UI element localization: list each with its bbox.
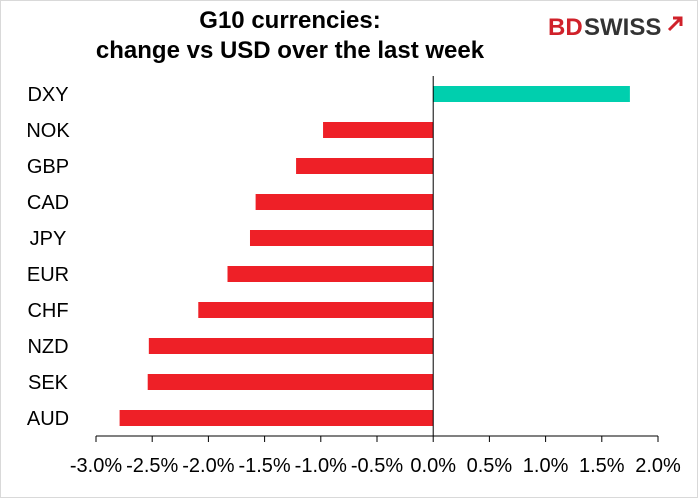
x-tick-label: 1.0% [523, 455, 569, 477]
bar-chf [198, 302, 434, 318]
x-tick-label: -2.5% [126, 455, 178, 477]
category-label-cad: CAD [27, 192, 69, 214]
chart-title-line-1: G10 currencies: [199, 7, 381, 34]
x-tick-label: -3.0% [70, 455, 122, 477]
logo-text-swiss: SWISS [584, 14, 661, 41]
chart-title: G10 currencies: change vs USD over the l… [40, 6, 540, 66]
bar-aud [119, 410, 434, 426]
category-label-nok: NOK [26, 120, 70, 142]
x-tick-label: -2.0% [182, 455, 234, 477]
category-label-aud: AUD [27, 408, 69, 430]
bar-sek [147, 374, 434, 390]
x-tick-label: -1.0% [295, 455, 347, 477]
bar-cad [255, 194, 434, 210]
bar-gbp [296, 158, 434, 174]
logo-arrow-icon [667, 16, 683, 32]
category-label-eur: EUR [27, 264, 69, 286]
x-tick-label: 2.0% [635, 455, 681, 477]
bar-nok [323, 122, 434, 138]
bar-nzd [148, 338, 434, 354]
category-label-sek: SEK [28, 372, 69, 394]
category-label-chf: CHF [27, 300, 68, 322]
bar-dxy [433, 86, 630, 102]
bar-jpy [249, 230, 434, 246]
chart-title-line-2: change vs USD over the last week [95, 37, 485, 64]
x-tick-label: 0.0% [410, 455, 456, 477]
x-tick-label: -0.5% [351, 455, 403, 477]
x-tick-label: -1.5% [238, 455, 290, 477]
x-tick-label: 0.5% [467, 455, 513, 477]
category-label-jpy: JPY [30, 228, 67, 250]
category-label-dxy: DXY [27, 84, 68, 106]
category-label-nzd: NZD [27, 336, 68, 358]
x-tick-label: 1.5% [579, 455, 625, 477]
category-label-gbp: GBP [27, 156, 69, 178]
bdswiss-logo: BD SWISS [548, 14, 683, 41]
logo-text-bd: BD [548, 14, 583, 41]
bar-eur [227, 266, 434, 282]
